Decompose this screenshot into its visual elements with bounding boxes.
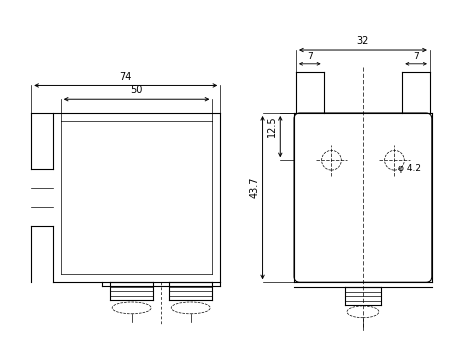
- Text: 12.5: 12.5: [267, 115, 277, 137]
- Text: 74: 74: [119, 71, 132, 82]
- Text: 7: 7: [307, 52, 313, 61]
- Text: 50: 50: [130, 85, 143, 95]
- Text: φ 4.2: φ 4.2: [399, 164, 422, 173]
- Text: 7: 7: [413, 52, 419, 61]
- Text: 32: 32: [357, 36, 369, 46]
- Text: 43.7: 43.7: [250, 176, 260, 198]
